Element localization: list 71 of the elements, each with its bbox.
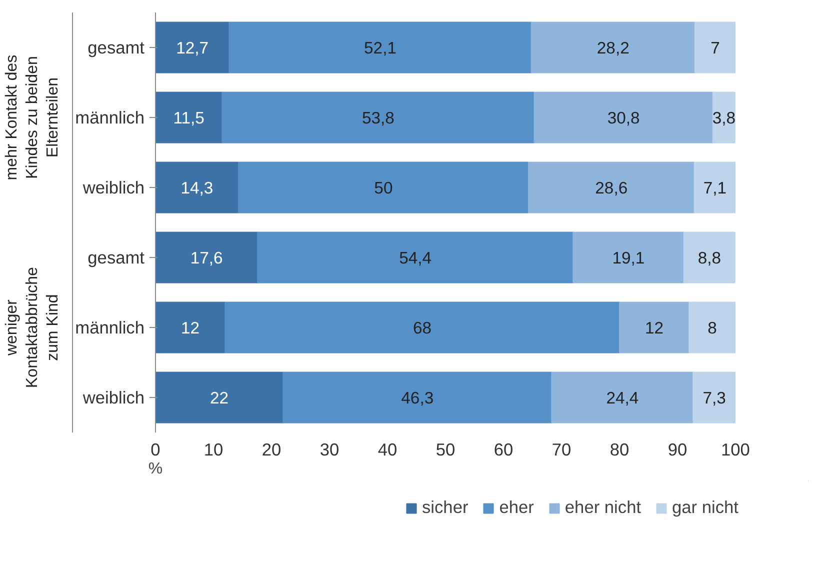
- data-label: 53,8: [362, 108, 394, 128]
- x-tick-label: 30: [320, 440, 340, 460]
- data-label: 30,8: [607, 108, 640, 128]
- y-tick-label: männlich: [75, 318, 145, 338]
- data-label: 19,1: [612, 248, 645, 268]
- bar: [551, 372, 694, 424]
- bar: [683, 232, 736, 284]
- bar: [692, 372, 736, 424]
- bar: [282, 372, 552, 424]
- data-label: 8,8: [698, 248, 721, 268]
- data-label: 12: [181, 318, 200, 338]
- data-label: 54,4: [399, 248, 432, 268]
- y-tick-label: weiblich: [82, 178, 144, 198]
- data-label: 17,6: [190, 248, 223, 268]
- data-label: 28,6: [595, 178, 628, 198]
- data-label: 7,3: [702, 388, 726, 408]
- data-label: 50: [374, 178, 393, 198]
- text: weniger Kontaktabbrüche zum Kind: [4, 266, 62, 388]
- y-tick-label: gesamt: [88, 38, 145, 58]
- bar: [238, 162, 529, 214]
- x-tick-label: 50: [436, 440, 456, 460]
- bar: [228, 22, 532, 74]
- bar: [257, 232, 574, 284]
- x-tick-label: 90: [668, 440, 688, 460]
- x-axis-title: %: [148, 460, 163, 478]
- x-tick-label: 40: [378, 440, 398, 460]
- x-tick-label: 0: [150, 440, 160, 460]
- data-label: 12,7: [176, 38, 209, 58]
- bar: [156, 302, 226, 354]
- y-tick-label: männlich: [75, 108, 145, 128]
- y-tick-label: weiblich: [82, 388, 144, 408]
- bar: [224, 302, 620, 354]
- x-tick-label: 80: [610, 440, 630, 460]
- bar: [156, 232, 258, 284]
- x-tick-label: 10: [204, 440, 224, 460]
- data-label: 46,3: [401, 388, 434, 408]
- legend-label: eher nicht: [564, 497, 642, 518]
- data-label: 8: [708, 318, 717, 338]
- data-label: 7: [710, 38, 720, 58]
- bar: [222, 92, 535, 144]
- bar: [528, 162, 695, 214]
- data-label: 28,2: [596, 38, 630, 58]
- bar: [530, 22, 696, 74]
- text: mehr Kontakt des Kindes zu beiden Elternteilen: [4, 54, 62, 180]
- x-tick-label: 60: [494, 440, 514, 460]
- bar: [619, 302, 690, 354]
- data-label: 12: [645, 318, 664, 338]
- bar: [694, 22, 736, 74]
- data-label: 14,3: [180, 178, 214, 198]
- data-label: 68: [413, 318, 432, 338]
- x-tick-label: 100: [721, 440, 750, 460]
- data-label: 52,1: [364, 38, 396, 58]
- data-label: 24,4: [606, 388, 639, 408]
- data-label: 11,5: [173, 108, 204, 128]
- bar: [688, 302, 736, 354]
- bar: [572, 232, 684, 284]
- legend-label: eher: [499, 497, 534, 518]
- x-tick-label: 70: [552, 440, 572, 460]
- legend-label: gar nicht: [672, 497, 738, 518]
- data-label: 7,1: [703, 178, 726, 198]
- bar: [156, 372, 284, 424]
- x-tick-label: 20: [262, 440, 282, 460]
- bar: [156, 22, 230, 74]
- bar: [156, 92, 223, 144]
- data-label: 22: [210, 388, 229, 408]
- legend-label: sicher: [422, 497, 468, 518]
- bar: [156, 162, 239, 214]
- data-label: 3,8: [712, 108, 736, 128]
- bar: [694, 162, 736, 214]
- y-tick-label: gesamt: [88, 248, 145, 268]
- bar: [534, 92, 714, 144]
